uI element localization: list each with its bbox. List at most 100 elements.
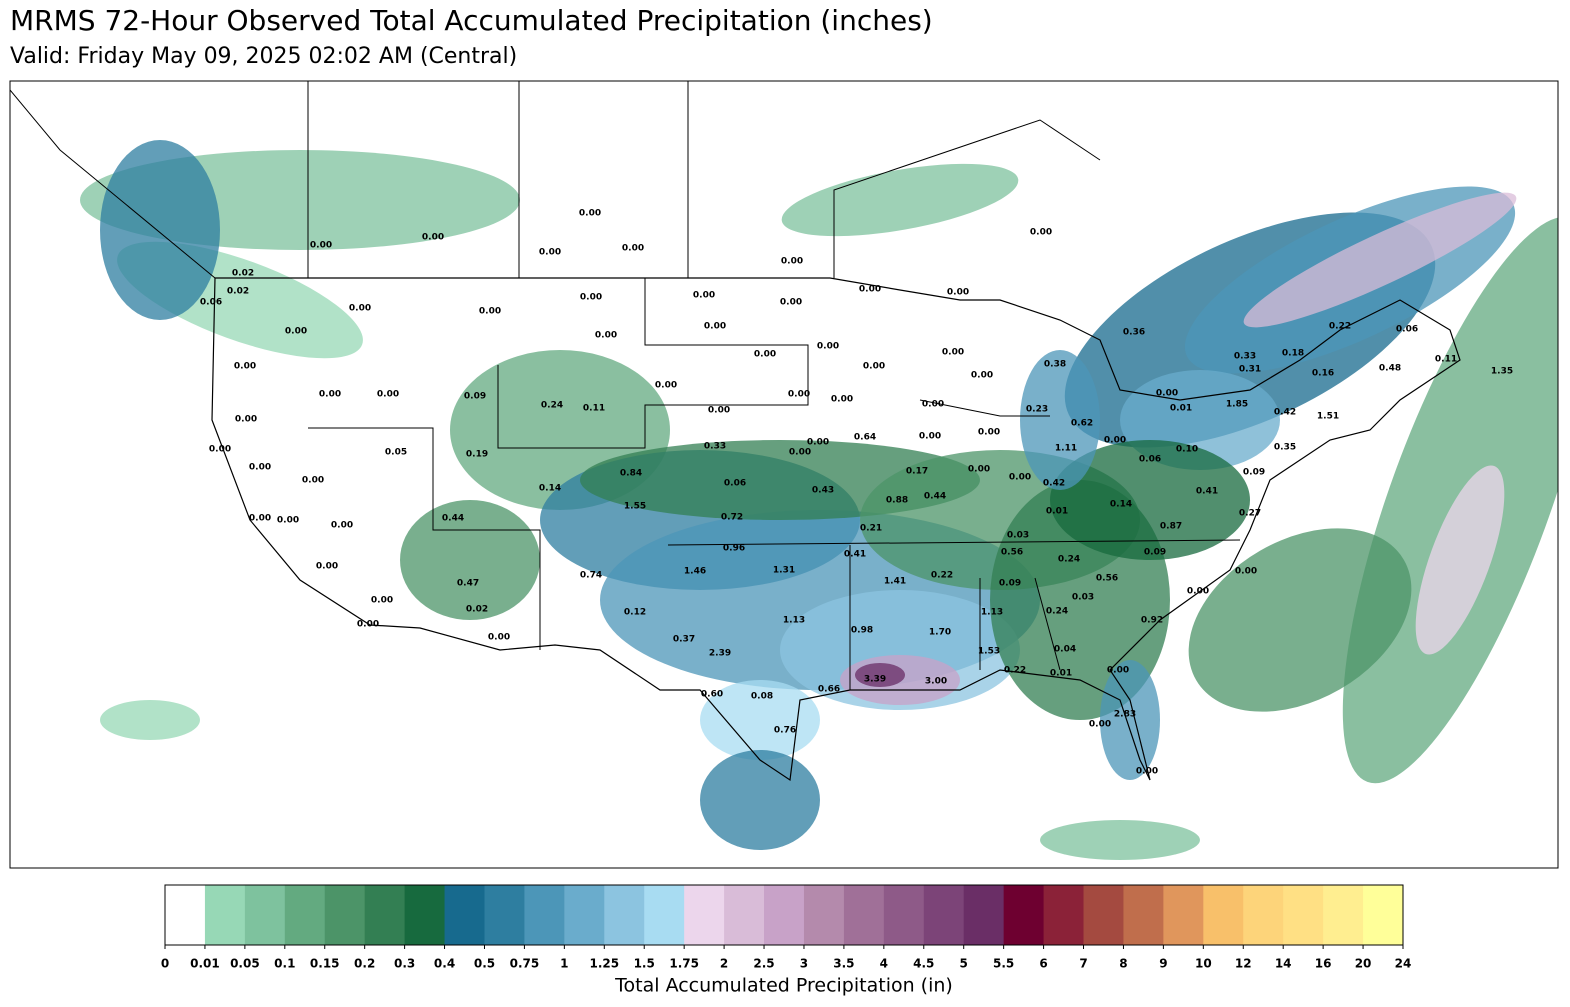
station-value: 0.00	[249, 463, 271, 473]
station-value: 0.98	[851, 626, 873, 636]
station-value: 0.12	[624, 608, 646, 618]
colorbar-frame	[164, 884, 1404, 946]
station-value: 2.39	[709, 649, 731, 659]
station-value: 0.88	[886, 496, 908, 506]
station-value: 0.06	[724, 479, 746, 489]
station-value: 0.00	[859, 285, 881, 295]
station-value: 0.09	[999, 579, 1021, 589]
colorbar-tick-label: 5.5	[993, 957, 1014, 971]
colorbar-bin	[204, 885, 246, 945]
station-value: 0.00	[693, 291, 715, 301]
station-value: 0.42	[1043, 479, 1065, 489]
precip-area	[400, 500, 540, 620]
border-line	[833, 119, 1101, 278]
colorbar-tick-label: 8	[1119, 957, 1127, 971]
station-value: 0.08	[751, 692, 773, 702]
station-value: 0.04	[1054, 645, 1076, 655]
colorbar-tick-label: 4	[880, 957, 888, 971]
station-value: 0.17	[906, 467, 928, 477]
station-value: 0.03	[1007, 531, 1029, 541]
border-line	[1034, 577, 1061, 671]
station-value: 1.31	[773, 566, 795, 576]
station-value: 0.00	[1104, 436, 1126, 446]
station-value: 0.00	[595, 331, 617, 341]
station-value: 0.44	[442, 514, 464, 524]
border-line	[308, 427, 541, 650]
station-value: 0.00	[780, 298, 802, 308]
station-value: 0.10	[1176, 445, 1198, 455]
colorbar-bin	[1083, 885, 1124, 945]
station-value: 0.33	[704, 442, 726, 452]
station-value: 0.11	[1435, 355, 1457, 365]
station-value: 0.87	[1160, 522, 1182, 532]
colorbar-bin	[963, 885, 1005, 945]
station-value: 0.74	[580, 571, 602, 581]
station-value: 0.00	[622, 244, 644, 254]
station-value: 0.14	[539, 484, 561, 494]
station-value: 0.00	[947, 288, 969, 298]
colorbar-tick-label: 24	[1395, 957, 1412, 971]
precip-area	[1050, 440, 1250, 560]
station-value: 1.41	[884, 577, 906, 587]
colorbar-tick-label: 1.75	[669, 957, 699, 971]
station-value: 0.22	[931, 571, 953, 581]
station-value: 0.56	[1001, 548, 1023, 558]
border-line	[919, 399, 1050, 417]
station-value: 0.84	[620, 469, 642, 479]
colorbar: 0 0.01 0.05 0.1 0.15 0.2 0.3 0.4 0.5 0.75 1 1.25 1.5…	[161, 884, 1412, 971]
colorbar-tick-label: 0.01	[190, 957, 220, 971]
colorbar-bin	[1243, 885, 1284, 945]
station-value: 0.00	[817, 342, 839, 352]
precip-area	[781, 163, 1019, 237]
station-value: 0.47	[457, 579, 479, 589]
station-value: 0.24	[1058, 555, 1080, 565]
station-value: 0.09	[1144, 548, 1166, 558]
precip-area	[700, 680, 820, 760]
station-value: 0.00	[922, 400, 944, 410]
station-value: 0.05	[385, 448, 407, 458]
station-value: 0.00	[968, 465, 990, 475]
colorbar-bin	[564, 885, 605, 945]
station-value: 0.00	[978, 428, 1000, 438]
colorbar-tick-label: 4.5	[913, 957, 934, 971]
station-value: 0.16	[1312, 369, 1334, 379]
colorbar-tick-label: 6	[1039, 957, 1047, 971]
station-value: 1.11	[1055, 444, 1077, 454]
station-value: 0.00	[316, 562, 338, 572]
colorbar-tick-label: 12	[1235, 957, 1252, 971]
station-value: 0.00	[919, 432, 941, 442]
station-value: 0.00	[754, 350, 776, 360]
colorbar-bin	[764, 885, 805, 945]
station-value: 0.38	[1044, 360, 1066, 370]
station-value: 3.39	[864, 675, 886, 685]
station-value: 0.00	[1235, 567, 1257, 577]
station-value: 0.41	[844, 550, 866, 560]
colorbar-bin	[1123, 885, 1164, 945]
station-value: 0.72	[721, 513, 743, 523]
colorbar-tick-label: 5	[960, 957, 968, 971]
station-value: 0.56	[1096, 574, 1118, 584]
colorbar-tick-label: 2.5	[753, 957, 774, 971]
station-value: 1.85	[1226, 400, 1248, 410]
precip-area	[1100, 660, 1160, 780]
colorbar-tick-label: 14	[1275, 957, 1292, 971]
station-value: 0.00	[655, 381, 677, 391]
station-value: 0.00	[349, 304, 371, 314]
station-value: 0.00	[235, 415, 257, 425]
station-value: 0.60	[701, 690, 723, 700]
station-value: 0.09	[1243, 468, 1265, 478]
colorbar-tick-label: 1.5	[634, 957, 655, 971]
station-value: 0.14	[1110, 500, 1132, 510]
station-value: 0.36	[1123, 328, 1145, 338]
station-value: 0.06	[1139, 455, 1161, 465]
station-value: 0.37	[673, 635, 695, 645]
border-line	[497, 278, 809, 449]
station-value: 0.09	[464, 392, 486, 402]
station-value: 0.00	[319, 390, 341, 400]
station-value: 0.00	[1030, 228, 1052, 238]
station-value: 0.00	[302, 476, 324, 486]
station-value: 1.55	[624, 502, 646, 512]
colorbar-tick-label: 0	[161, 957, 169, 971]
